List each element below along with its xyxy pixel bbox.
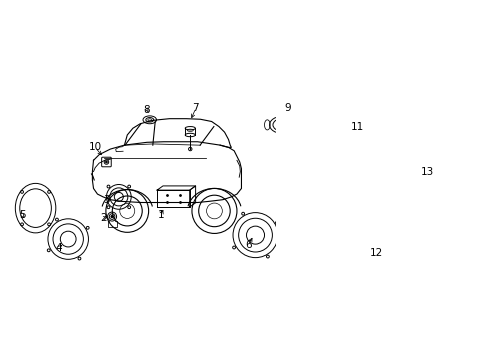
Text: 11: 11 xyxy=(350,122,364,131)
Text: 10: 10 xyxy=(88,142,102,152)
Text: 3: 3 xyxy=(103,195,109,205)
Circle shape xyxy=(105,161,107,163)
Text: 4: 4 xyxy=(56,243,62,252)
Text: 9: 9 xyxy=(284,103,290,113)
Text: 1: 1 xyxy=(158,210,164,220)
Text: 5: 5 xyxy=(19,210,25,220)
Text: 12: 12 xyxy=(369,248,382,258)
Circle shape xyxy=(111,215,113,218)
Text: 13: 13 xyxy=(420,167,433,176)
Text: 2: 2 xyxy=(100,213,107,223)
Text: 6: 6 xyxy=(244,240,251,250)
Text: 7: 7 xyxy=(192,103,199,113)
Ellipse shape xyxy=(147,119,151,121)
Text: 8: 8 xyxy=(143,105,150,115)
